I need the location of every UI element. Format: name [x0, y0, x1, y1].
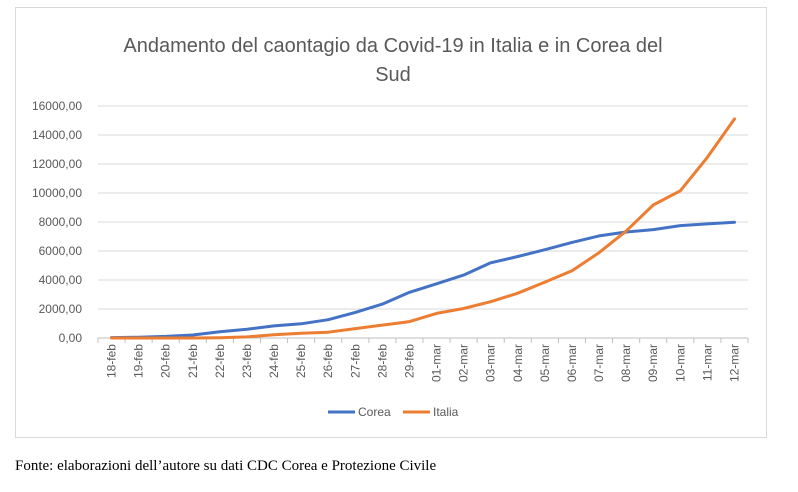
series-line-italia — [110, 117, 736, 340]
x-tick-label: 05-mar — [538, 344, 552, 382]
x-tick-label: 19-feb — [132, 344, 146, 378]
x-tick-label: 04-mar — [511, 344, 525, 382]
x-tick-label: 08-mar — [619, 344, 633, 382]
y-tick-label: 14000,00 — [32, 128, 82, 142]
x-tick-label: 01-mar — [430, 344, 444, 382]
x-tick-label: 21-feb — [186, 344, 200, 378]
chart-container: Andamento del caontagio da Covid-19 in I… — [15, 7, 767, 438]
y-tick-label: 0,00 — [59, 331, 83, 345]
x-tick-label: 24-feb — [267, 344, 281, 378]
y-tick-label: 4000,00 — [39, 273, 83, 287]
source-caption: Fonte: elaborazioni dell’autore su dati … — [15, 458, 437, 474]
y-tick-label: 12000,00 — [32, 157, 82, 171]
x-tick-label: 07-mar — [592, 344, 606, 382]
x-tick-label: 29-feb — [402, 344, 416, 378]
line-chart: Andamento del caontagio da Covid-19 in I… — [32, 35, 749, 419]
x-tick-label: 25-feb — [294, 344, 308, 378]
x-tick-label: 28-feb — [375, 344, 389, 378]
x-tick-label: 27-feb — [348, 344, 362, 378]
x-tick-label: 02-mar — [457, 344, 471, 382]
chart-title-line-2: Sud — [375, 64, 411, 86]
y-tick-label: 10000,00 — [32, 186, 82, 200]
x-tick-label: 06-mar — [565, 344, 579, 382]
y-tick-label: 2000,00 — [39, 302, 83, 316]
x-tick-label: 18-feb — [105, 344, 119, 378]
x-tick-label: 23-feb — [240, 344, 254, 378]
y-tick-label: 6000,00 — [39, 244, 83, 258]
x-tick-label: 22-feb — [213, 344, 227, 378]
x-tick-label: 12-mar — [727, 344, 741, 382]
x-tick-label: 03-mar — [484, 344, 498, 382]
y-tick-label: 16000,00 — [32, 99, 82, 113]
x-tick-label: 09-mar — [646, 344, 660, 382]
chart-title-line-1: Andamento del caontagio da Covid-19 in I… — [123, 35, 662, 57]
x-tick-label: 26-feb — [321, 344, 335, 378]
y-tick-label: 8000,00 — [39, 215, 83, 229]
x-tick-label: 10-mar — [673, 344, 687, 382]
legend-label-italia: Italia — [433, 405, 459, 419]
x-tick-label: 20-feb — [159, 344, 173, 378]
series-line-corea — [110, 220, 736, 340]
x-tick-label: 11-mar — [700, 344, 714, 381]
legend-label-corea: Corea — [358, 405, 391, 419]
